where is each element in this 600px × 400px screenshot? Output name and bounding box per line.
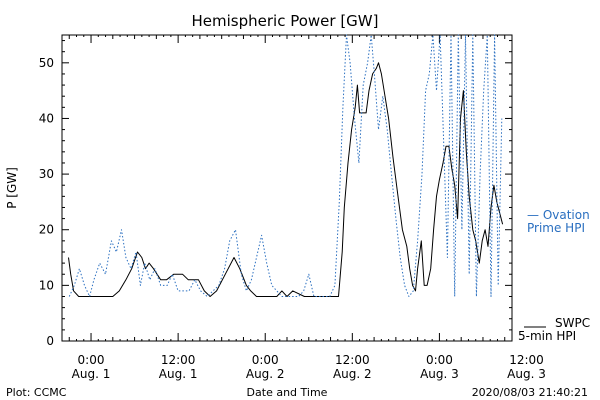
footer-plot-credit: Plot: CCMC <box>6 386 67 399</box>
y-tick-label: 40 <box>39 111 54 125</box>
series-swpc-line <box>68 62 504 297</box>
legend-swpc-line1: SWPC <box>555 316 590 330</box>
x-tick-date-label: Aug. 1 <box>72 367 111 381</box>
x-tick-date-label: Aug. 1 <box>159 367 198 381</box>
plot-frame <box>61 34 513 342</box>
y-tick-label: 0 <box>46 334 54 348</box>
y-tick-label: 50 <box>39 56 54 70</box>
chart-title: Hemispheric Power [GW] <box>192 12 379 30</box>
x-tick-time-label: 0:00 <box>78 353 105 367</box>
x-tick-time-label: 12:00 <box>161 353 196 367</box>
x-tick-date-label: Aug. 3 <box>420 367 459 381</box>
x-tick-time-label: 12:00 <box>335 353 370 367</box>
x-tick-date-label: Aug. 2 <box>333 367 372 381</box>
y-tick-label: 10 <box>39 278 54 292</box>
x-tick-date-label: Aug. 3 <box>507 367 546 381</box>
y-axis-label: P [GW] <box>5 167 19 209</box>
x-axis-label: Date and Time <box>247 386 328 399</box>
legend-ovation-line2: Prime HPI <box>527 221 585 235</box>
y-tick-label: 30 <box>39 167 54 181</box>
x-tick-time-label: 0:00 <box>252 353 279 367</box>
y-tick-label: 20 <box>39 223 54 237</box>
legend-ovation-line1: — Ovation <box>527 208 590 222</box>
footer-timestamp: 2020/08/03 21:40:21 <box>472 386 588 399</box>
series-ovation-line <box>68 34 503 297</box>
x-tick-time-label: 12:00 <box>509 353 544 367</box>
legend-swpc-line2: 5-min HPI <box>518 329 576 343</box>
x-tick-time-label: 0:00 <box>426 353 453 367</box>
x-tick-date-label: Aug. 2 <box>246 367 285 381</box>
